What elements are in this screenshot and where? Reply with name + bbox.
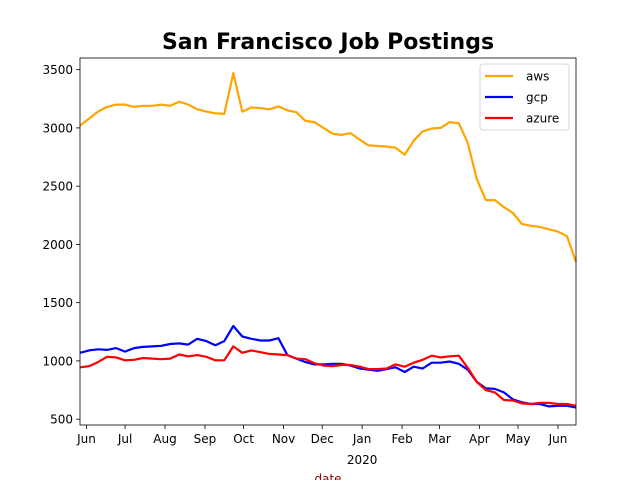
- y-tick-label: 1000: [42, 354, 73, 368]
- chart-title: San Francisco Job Postings: [162, 30, 494, 55]
- axis-layer: 500 1000 1500 2000 2500 3000 3500 Jun Jul Aug Sep O…: [42, 57, 577, 467]
- x-tick-label: Apr: [469, 432, 490, 446]
- series-line-gcp: [79, 324, 577, 409]
- y-tick-label: 2500: [42, 180, 73, 194]
- legend-label-azure: azure: [526, 112, 559, 126]
- legend-label-gcp: gcp: [526, 91, 548, 105]
- y-tick-label: 3500: [42, 63, 73, 77]
- y-tick-label: 500: [50, 413, 73, 427]
- x-tick-label: Feb: [391, 432, 412, 446]
- axes-frame: [79, 57, 577, 426]
- series-line-aws: [79, 71, 578, 263]
- x-tick-label: Jun: [76, 432, 96, 446]
- x-year-label: 2020: [347, 453, 378, 467]
- x-tick-label: Jan: [352, 432, 372, 446]
- x-tick-label: Aug: [153, 432, 176, 446]
- x-axis-label: date: [314, 472, 341, 480]
- series-line-azure: [79, 345, 577, 407]
- x-tick-label: Mar: [428, 432, 451, 446]
- x-tick-label: May: [506, 432, 531, 446]
- y-tick-label: 1500: [42, 296, 73, 310]
- x-tick-label: Dec: [311, 432, 334, 446]
- y-tick-label: 3000: [42, 121, 73, 135]
- x-tick-label: Nov: [272, 432, 295, 446]
- legend: aws gcp azure: [479, 63, 570, 131]
- x-tick-label: Sep: [194, 432, 217, 446]
- y-tick-label: 2000: [42, 238, 73, 252]
- x-tick-label: Jun: [548, 432, 568, 446]
- legend-label-aws: aws: [526, 70, 549, 84]
- x-tick-label: Oct: [233, 432, 254, 446]
- x-tick-label: Jul: [117, 432, 132, 446]
- legend-box: [479, 63, 570, 131]
- series-layer: [79, 71, 578, 409]
